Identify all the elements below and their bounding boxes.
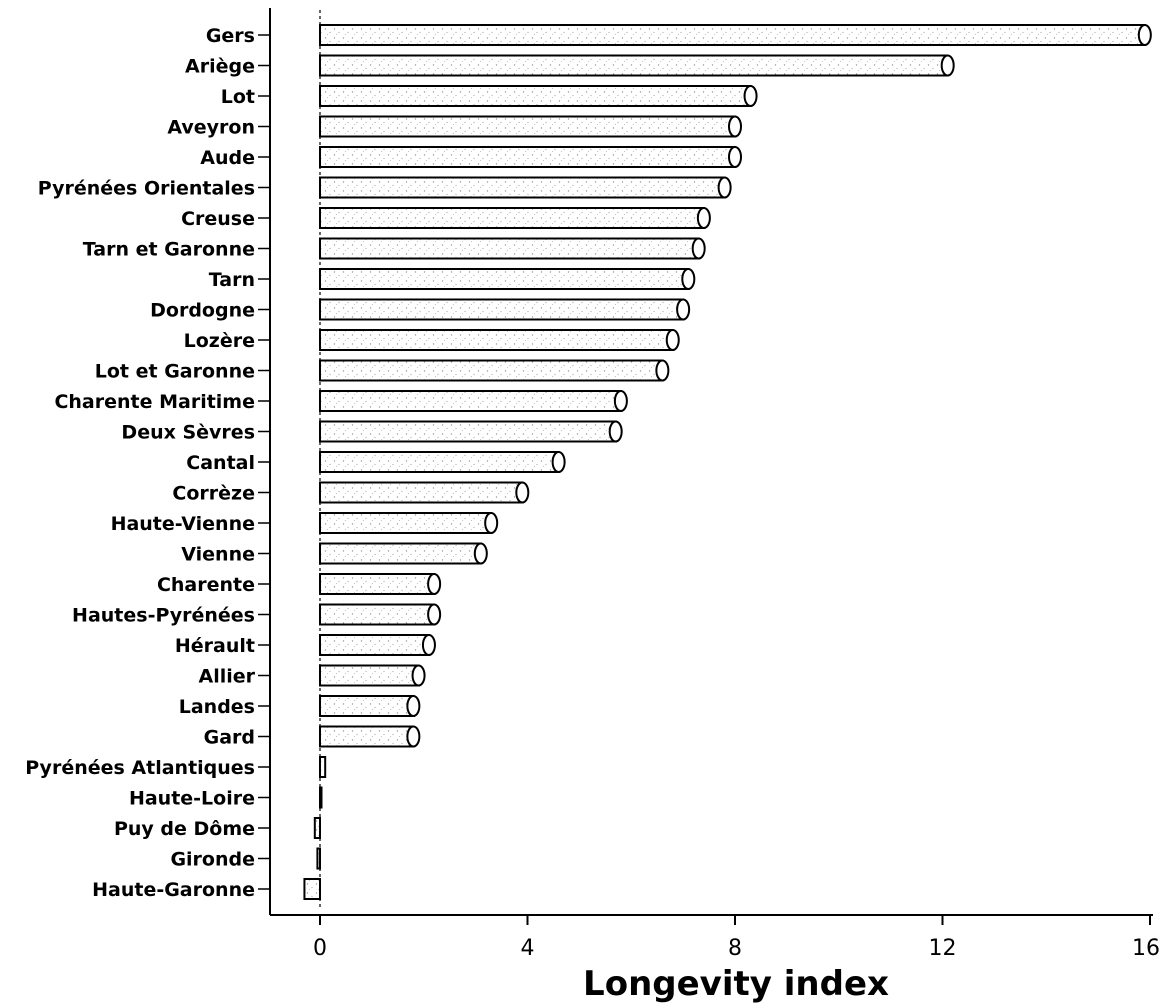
category-label: Lozère <box>184 330 255 352</box>
bar <box>319 329 674 351</box>
category-label: Dordogne <box>150 300 255 322</box>
bar-end-cap <box>515 481 530 504</box>
bar <box>319 420 617 443</box>
bar-end-cap <box>691 237 706 260</box>
bar <box>319 237 700 260</box>
bar-end-cap <box>406 695 421 717</box>
bar <box>319 786 323 809</box>
bar <box>319 695 415 717</box>
category-label: Charente Maritime <box>54 391 255 413</box>
bar <box>319 634 430 656</box>
category-label: Gironde <box>170 849 255 871</box>
category-label: Corrèze <box>172 483 255 505</box>
bar <box>319 573 436 595</box>
bar-end-cap <box>613 390 628 412</box>
bar-end-cap <box>696 207 711 229</box>
bar <box>319 512 493 534</box>
category-label: Aveyron <box>167 117 255 139</box>
bar-end-cap <box>665 329 680 351</box>
bar-end-cap <box>717 176 732 199</box>
bar-end-cap <box>427 603 442 626</box>
category-label: Tarn <box>209 269 255 291</box>
bar <box>319 298 685 321</box>
bar <box>319 115 736 138</box>
bars-group <box>303 24 1152 900</box>
category-label: Pyrénées Atlantiques <box>25 757 255 779</box>
bar <box>319 725 415 748</box>
bar <box>319 481 524 504</box>
bar <box>316 847 321 870</box>
category-label: Pyrénées Orientales <box>38 178 255 200</box>
category-label: Allier <box>199 666 256 688</box>
bar <box>319 24 1146 46</box>
bar <box>319 54 949 77</box>
category-label: Lot <box>221 86 255 108</box>
bar <box>319 603 436 626</box>
bar-end-cap <box>676 298 691 321</box>
bar-end-cap <box>421 634 436 656</box>
bar-end-cap <box>473 542 488 565</box>
bar-end-cap <box>728 146 742 168</box>
category-label: Lot et Garonne <box>95 361 255 383</box>
x-tick-label: 4 <box>521 936 535 961</box>
x-tick-label: 16 <box>1132 936 1160 961</box>
bar <box>319 85 752 107</box>
bar-end-cap <box>427 573 442 595</box>
bar-end-cap <box>1137 24 1152 46</box>
category-label: Aude <box>200 147 255 169</box>
bar <box>319 176 726 199</box>
category-label: Tarn et Garonne <box>83 239 255 261</box>
bar <box>303 878 321 900</box>
bar <box>319 359 664 382</box>
bar-end-cap <box>406 725 421 748</box>
bar-end-cap <box>411 664 426 687</box>
bar-end-cap <box>743 85 758 107</box>
category-label: Hautes-Pyrénées <box>72 605 255 627</box>
bar <box>319 451 560 473</box>
bar <box>319 390 622 412</box>
bar <box>313 817 321 839</box>
category-label: Vienne <box>181 544 255 566</box>
category-label: Charente <box>157 574 255 596</box>
bar-end-cap <box>484 512 499 534</box>
bar <box>319 146 736 168</box>
x-axis-title: Longevity index <box>583 964 889 1004</box>
x-tick-label: 0 <box>313 936 327 961</box>
x-ticks-group: 0 4 8 12 16 <box>313 915 1160 961</box>
bar-end-cap <box>940 54 955 77</box>
bar-end-cap <box>681 268 696 290</box>
bar-end-cap <box>551 451 566 473</box>
bar <box>319 664 420 687</box>
x-tick-label: 8 <box>728 936 742 961</box>
category-label: Hérault <box>175 635 255 657</box>
category-label: Ariège <box>185 56 255 78</box>
bar-end-cap <box>728 115 742 138</box>
bar-end-cap <box>608 420 623 443</box>
category-label: Landes <box>179 696 255 718</box>
category-label: Cantal <box>186 452 255 474</box>
bar <box>319 207 705 229</box>
category-label: Deux Sèvres <box>121 422 255 444</box>
bar <box>319 542 482 565</box>
x-tick-label: 12 <box>929 936 957 961</box>
category-label: Puy de Dôme <box>114 818 255 840</box>
category-label: Gard <box>204 727 255 749</box>
category-label: Haute-Loire <box>129 788 255 810</box>
bar <box>319 756 327 778</box>
category-label: Creuse <box>181 208 255 230</box>
category-label: Haute-Vienne <box>111 513 255 535</box>
category-label: Haute-Garonne <box>92 879 255 901</box>
category-labels-group: Gers Ariège Lot Aveyron Aude Pyrénées Orienta… <box>25 25 270 901</box>
bar <box>319 268 690 290</box>
bar-end-cap <box>655 359 670 382</box>
category-label: Gers <box>206 25 255 47</box>
